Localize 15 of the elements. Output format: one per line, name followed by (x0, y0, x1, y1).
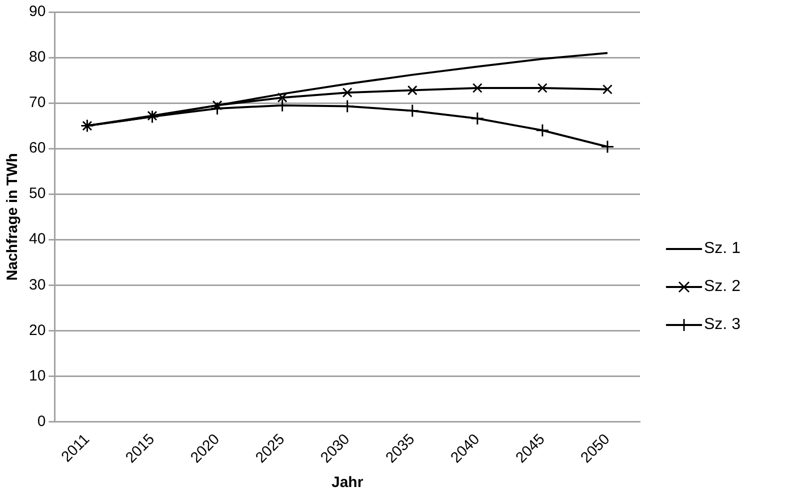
legend-label: Sz. 3 (704, 316, 740, 334)
y-tick-label: 40 (28, 230, 46, 248)
y-tick-label: 0 (37, 412, 46, 430)
y-axis-title: Nachfrage in TWh (4, 153, 22, 281)
y-tick-label: 10 (28, 367, 46, 384)
legend-label: Sz. 1 (704, 240, 740, 258)
y-tick-label: 20 (28, 322, 46, 339)
y-tick-label: 70 (28, 94, 46, 112)
y-tick-label: 30 (28, 276, 46, 294)
y-tick-label: 90 (28, 3, 46, 20)
y-tick-label: 60 (28, 140, 46, 157)
y-tick-label: 80 (28, 48, 46, 66)
legend-label: Sz. 2 (704, 278, 740, 296)
x-axis-title: Jahr (332, 474, 364, 492)
y-tick-label: 50 (28, 185, 46, 202)
